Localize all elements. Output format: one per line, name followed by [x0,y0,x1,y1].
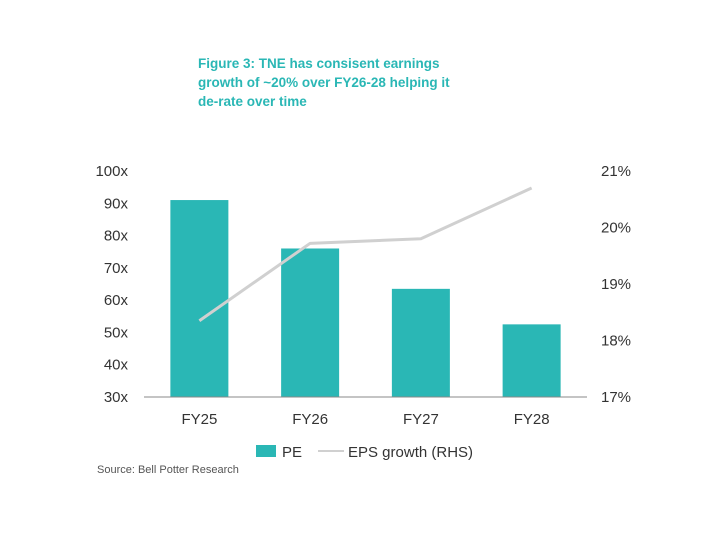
left-tick-label: 70x [104,260,129,277]
left-tick-label: 90x [104,195,129,212]
x-tick-label: FY27 [403,411,439,428]
left-axis-ticks: 100x 90x 80x 70x 60x 50x 40x 30x [95,163,128,406]
right-tick-label: 17% [601,389,631,406]
source-note: Source: Bell Potter Research [97,464,239,476]
x-tick-label: FY28 [514,411,550,428]
right-axis-ticks: 21% 20% 19% 18% 17% [601,163,631,406]
pe-bar-fy27 [391,288,450,397]
pe-bar-fy25 [170,200,229,397]
chart-title-line: de-rate over time [198,94,307,109]
legend-label-pe: PE [282,444,302,461]
pe-bar-fy28 [502,324,561,397]
left-tick-label: 100x [95,163,128,180]
pe-bar-fy26 [281,248,340,397]
eps-growth-line-layer [198,186,533,322]
left-tick-label: 60x [104,292,129,309]
chart-title: Figure 3: TNE has consisent earnings gro… [198,54,498,111]
right-tick-label: 19% [601,276,631,293]
right-tick-label: 20% [601,220,631,237]
chart-title-line: Figure 3: TNE has consisent earnings [198,56,440,71]
right-tick-label: 18% [601,333,631,350]
left-tick-label: 30x [104,389,129,406]
x-tick-label: FY26 [292,411,328,428]
legend-swatch-pe [256,445,276,457]
left-tick-label: 80x [104,228,129,245]
x-axis-ticks: FY25 FY26 FY27 FY28 [181,411,549,428]
left-tick-label: 40x [104,357,129,374]
legend-label-eps: EPS growth (RHS) [348,444,473,461]
legend: PE EPS growth (RHS) [256,444,473,461]
pe-bars [170,200,561,397]
x-tick-label: FY25 [181,411,217,428]
eps-growth-line [198,186,533,322]
left-tick-label: 50x [104,324,129,341]
right-tick-label: 21% [601,163,631,180]
chart-title-line: growth of ~20% over FY26-28 helping it [198,75,450,90]
